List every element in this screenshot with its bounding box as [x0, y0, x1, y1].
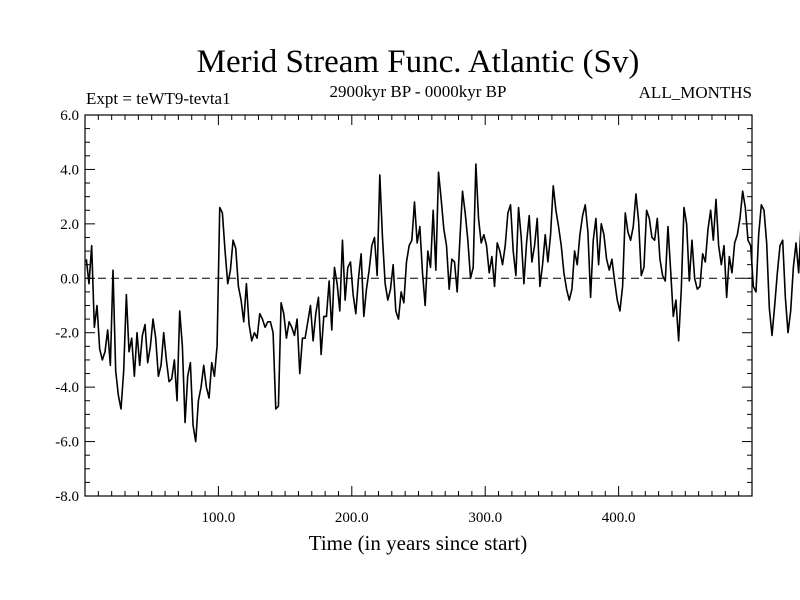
x-tick-label: 400.0	[602, 510, 636, 526]
period-label: 2900kyr BP - 0000kyr BP	[330, 82, 507, 101]
experiment-label: Expt = teWT9-tevta1	[86, 89, 231, 108]
y-tick-label: 4.0	[60, 162, 79, 178]
plot-frame	[84, 114, 753, 497]
x-tick-label: 100.0	[202, 510, 236, 526]
x-tick-label: 300.0	[468, 510, 502, 526]
x-axis-label: Time (in years since start)	[309, 531, 528, 555]
y-tick-label: -6.0	[55, 435, 79, 451]
series-line	[85, 163, 800, 443]
chart-title: Merid Stream Func. Atlantic (Sv)	[197, 44, 640, 80]
axis-ticks: -8.0 -6.0 -4.0 -2.0 0.0 2.0 4.0 6.0 100.0 200.0 30…	[55, 108, 753, 526]
y-tick-label: 6.0	[60, 108, 79, 124]
y-tick-label: 0.0	[60, 271, 79, 287]
y-tick-label: -2.0	[55, 326, 79, 342]
x-tick-label: 200.0	[335, 510, 369, 526]
y-tick-label: 2.0	[60, 217, 79, 233]
y-tick-label: -8.0	[55, 489, 79, 505]
y-tick-label: -4.0	[55, 380, 79, 396]
months-label: ALL_MONTHS	[639, 83, 752, 102]
